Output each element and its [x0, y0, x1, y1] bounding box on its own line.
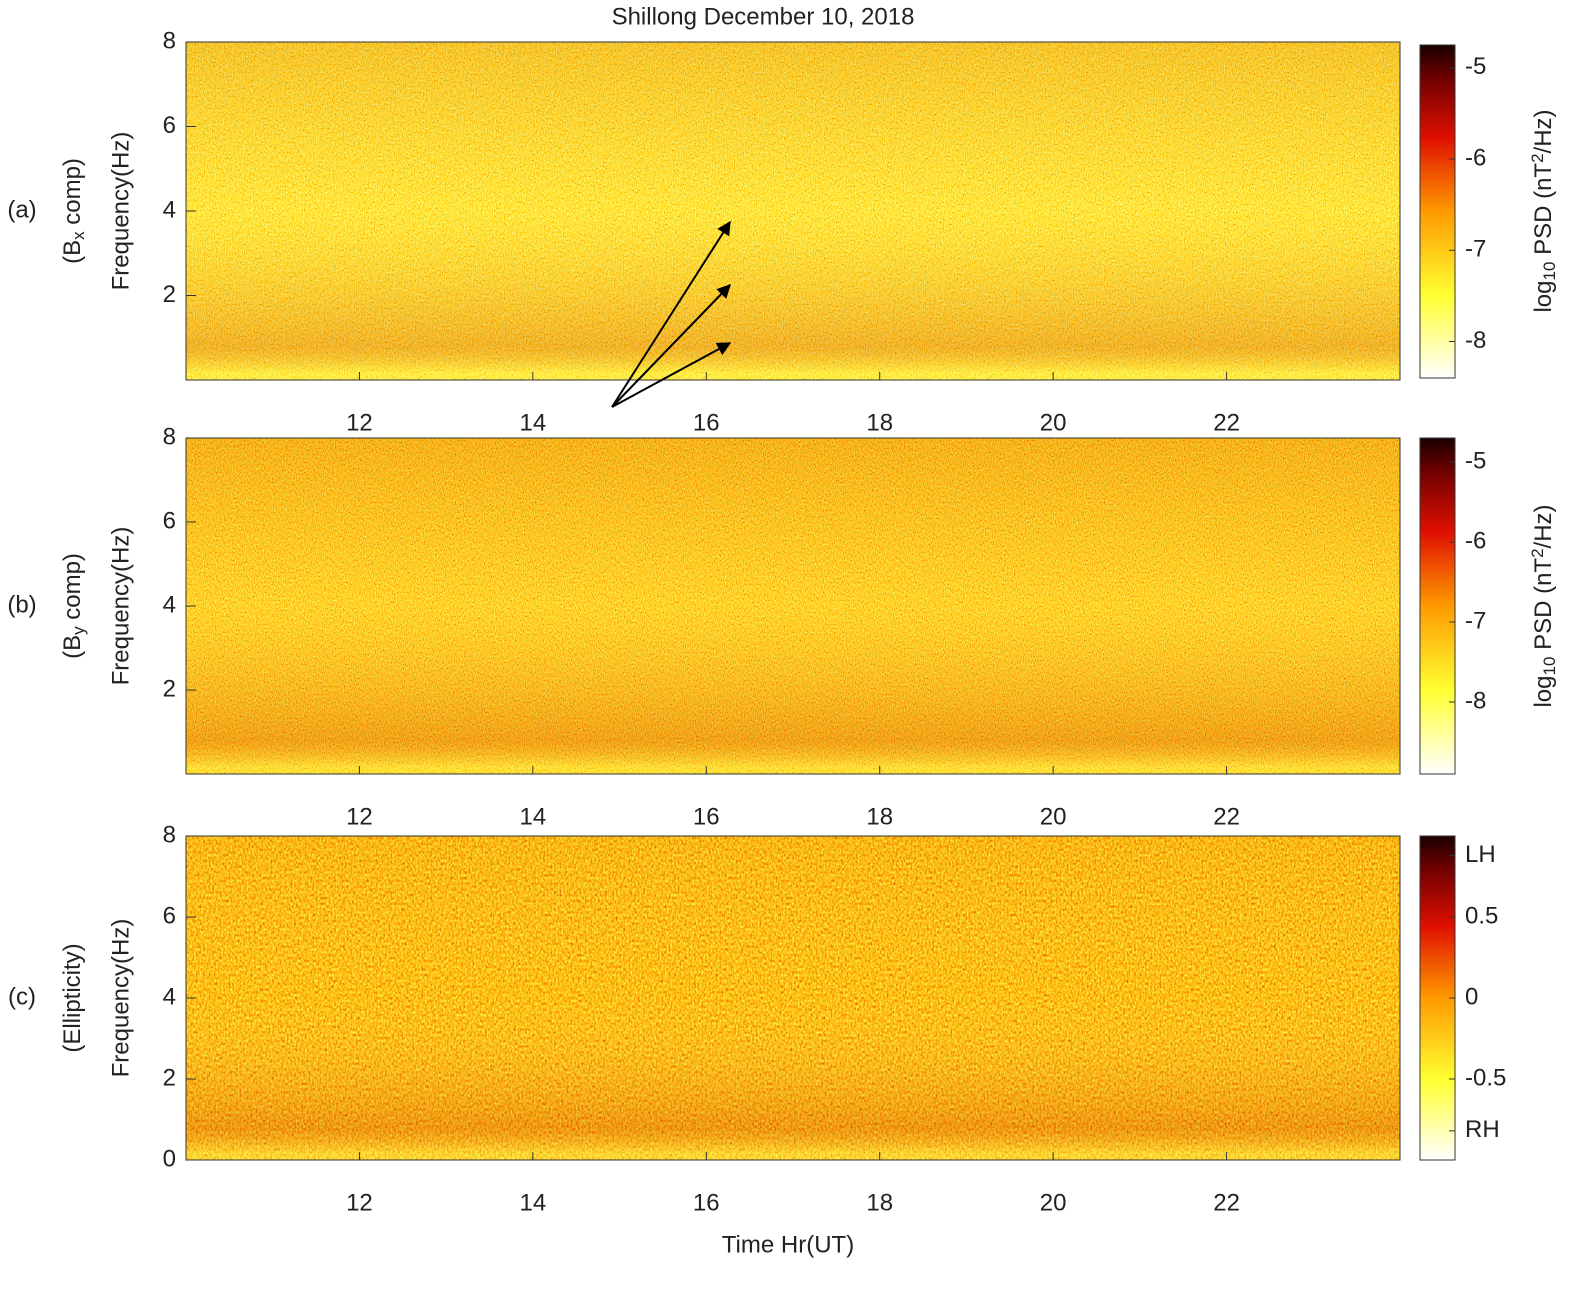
x-tick-label: 12	[346, 409, 373, 436]
x-tick-label: 16	[693, 409, 720, 436]
panel-label: (b)	[7, 591, 36, 618]
label-part: 10	[1540, 657, 1559, 676]
colorbar-tick-label: -6	[1465, 527, 1486, 554]
arrow	[611, 342, 732, 408]
component-label: (Bx comp)	[59, 158, 87, 264]
y-axis-label: Frequency(Hz)	[107, 919, 134, 1078]
annotation-arrows	[611, 220, 732, 408]
label-part: /Hz)	[1530, 109, 1557, 153]
colorbar-label: log10 PSD (nT2/Hz)	[1528, 109, 1559, 312]
colorbar-tick-label: -5	[1465, 53, 1486, 80]
component-label: (Ellipticity)	[59, 943, 86, 1052]
x-tick-label: 16	[693, 1189, 720, 1216]
colorbar-tick-label: -8	[1465, 687, 1486, 714]
arrow	[611, 283, 731, 408]
colorbar-tick-label: 0	[1465, 983, 1478, 1010]
y-tick-label: 2	[163, 1064, 176, 1091]
label-part: comp)	[59, 158, 86, 231]
x-tick-label: 22	[1213, 409, 1240, 436]
y-tick-label: 6	[163, 112, 176, 139]
x-tick-label: 20	[1040, 409, 1067, 436]
y-tick-label: 8	[163, 423, 176, 450]
x-tick-label: 20	[1040, 1189, 1067, 1216]
y-tick-label: 2	[163, 281, 176, 308]
label-part: y	[69, 626, 88, 635]
x-tick-label: 18	[866, 1189, 893, 1216]
x-tick-label: 12	[346, 1189, 373, 1216]
component-label: (By comp)	[59, 553, 87, 659]
y-tick-label: 8	[163, 821, 176, 848]
x-tick-label: 22	[1213, 1189, 1240, 1216]
y-tick-label: 4	[163, 591, 176, 618]
x-tick-label: 14	[520, 803, 547, 830]
y-tick-label: 6	[163, 902, 176, 929]
y-axis-label: Frequency(Hz)	[107, 527, 134, 686]
y-tick-label: 4	[163, 983, 176, 1010]
colorbar-tick-label: RH	[1465, 1116, 1500, 1143]
label-part: 10	[1540, 262, 1559, 281]
label-part: (Ellipticity)	[59, 943, 86, 1052]
label-part: PSD (nT	[1530, 558, 1557, 657]
label-part: comp)	[59, 553, 86, 626]
colorbar-tick-label: -0.5	[1465, 1064, 1506, 1091]
y-axis-label: Frequency(Hz)	[107, 132, 134, 291]
colorbar	[1419, 437, 1456, 775]
label-part: 2	[1528, 153, 1547, 162]
label-part: log	[1530, 281, 1557, 313]
x-tick-label: 22	[1213, 803, 1240, 830]
y-tick-label: 0	[163, 1145, 176, 1172]
y-tick-label: 8	[163, 27, 176, 54]
label-part: (B	[59, 240, 86, 264]
x-tick-label: 14	[520, 409, 547, 436]
colorbar-tick-label: -7	[1465, 607, 1486, 634]
colorbar-tick-label: -7	[1465, 236, 1486, 263]
label-part: PSD (nT	[1530, 163, 1557, 262]
x-axis-label: Time Hr(UT)	[722, 1231, 854, 1258]
colorbar-tick-label: LH	[1465, 841, 1496, 868]
y-tick-label: 2	[163, 675, 176, 702]
colorbar-tick-label: -8	[1465, 327, 1486, 354]
colorbar-tick-label: -5	[1465, 447, 1486, 474]
label-part: x	[69, 231, 88, 240]
label-part: (B	[59, 635, 86, 659]
chart-title: Shillong December 10, 2018	[612, 3, 915, 30]
spectrogram-shading	[186, 438, 1400, 774]
colorbar-label: log10 PSD (nT2/Hz)	[1528, 504, 1559, 707]
x-tick-label: 12	[346, 803, 373, 830]
colorbar-tick-label: -6	[1465, 144, 1486, 171]
label-part: /Hz)	[1530, 504, 1557, 548]
label-part: 2	[1528, 548, 1547, 557]
colorbar-tick-label: 0.5	[1465, 902, 1498, 929]
label-part: log	[1530, 676, 1557, 708]
arrow	[611, 220, 731, 408]
spectrogram-shading	[186, 836, 1400, 1160]
x-tick-label: 20	[1040, 803, 1067, 830]
x-tick-label: 18	[866, 409, 893, 436]
panel-label: (a)	[7, 196, 36, 223]
y-tick-label: 6	[163, 507, 176, 534]
y-tick-label: 4	[163, 196, 176, 223]
spectrogram-shading	[186, 42, 1400, 380]
colorbar	[1419, 44, 1456, 379]
x-tick-label: 16	[693, 803, 720, 830]
x-tick-label: 18	[866, 803, 893, 830]
panel-label: (c)	[8, 983, 36, 1010]
x-tick-label: 14	[520, 1189, 547, 1216]
